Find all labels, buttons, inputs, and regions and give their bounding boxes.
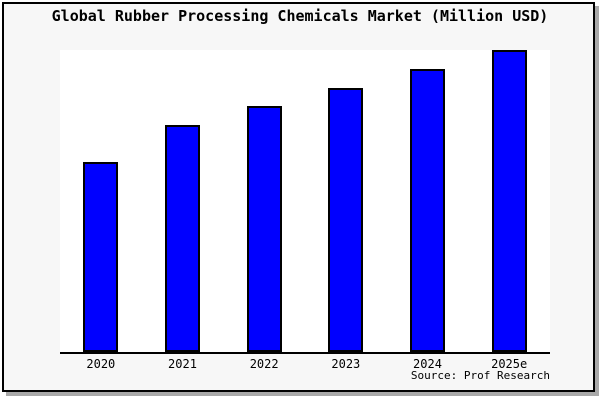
bar-2024 [410,69,445,352]
x-tick-2022: 2022 [249,357,279,371]
bar-2020 [83,162,119,352]
x-tick-2021: 2021 [168,357,197,371]
source-credit: Source: Prof Research [410,369,550,382]
bar-2023 [328,88,364,352]
x-tick-2024: 2024 [413,357,442,371]
x-tick-2023: 2023 [331,357,361,371]
bar-2025e [491,50,527,352]
x-tick-2020: 2020 [86,357,116,371]
plot-area [60,50,550,354]
x-tick-2025e: 2025e [491,357,528,371]
bar-2021 [165,125,200,352]
chart-title: Global Rubber Processing Chemicals Marke… [51,7,549,25]
bar-2022 [246,106,282,352]
